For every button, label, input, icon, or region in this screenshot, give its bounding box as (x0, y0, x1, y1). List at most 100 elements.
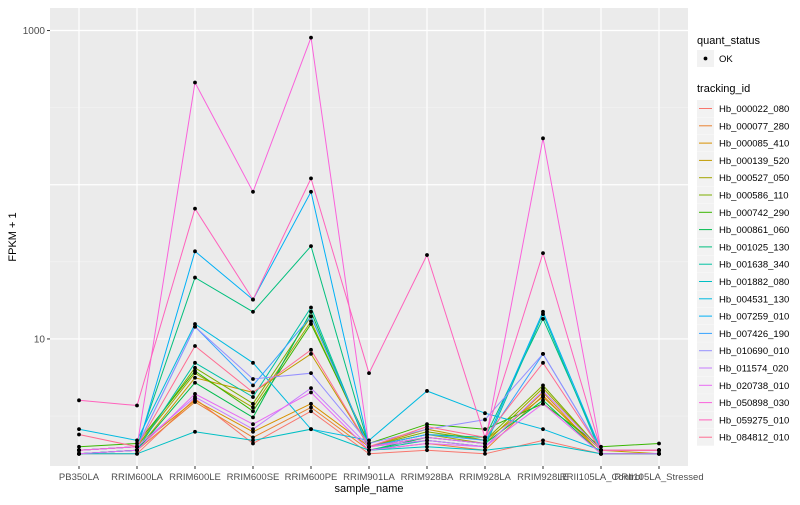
data-point (367, 444, 371, 449)
data-point (541, 309, 545, 314)
data-points (77, 35, 661, 456)
data-point (251, 438, 255, 443)
data-point (425, 432, 429, 437)
legend-item-label: Hb_001638_340 (719, 260, 789, 271)
data-point (193, 392, 197, 396)
data-point (251, 427, 255, 432)
x-tick-label: RRII105LA_Stressed (614, 472, 703, 483)
data-point (425, 389, 429, 393)
data-point (367, 451, 371, 456)
legend-item-label: Hb_059275_010 (719, 415, 789, 426)
x-tick-label: RRIM928BA (401, 472, 454, 483)
data-point (599, 448, 603, 453)
data-point (135, 448, 139, 453)
data-point (657, 448, 661, 453)
data-point (483, 444, 487, 449)
data-point (193, 275, 197, 280)
data-point (541, 316, 545, 321)
data-point (541, 427, 545, 432)
data-point (483, 427, 487, 432)
data-point (251, 395, 255, 399)
data-point (483, 438, 487, 443)
y-tick-label: 1000 (23, 26, 46, 37)
data-point (193, 322, 197, 326)
data-point (483, 411, 487, 416)
data-point (541, 401, 545, 406)
x-tick-label: RRIM600LA (111, 472, 163, 483)
data-point (251, 377, 255, 381)
legend-item-label: Hb_020738_010 (719, 381, 789, 392)
x-tick-label: RRII105LA_Control (560, 472, 642, 483)
data-point (251, 383, 255, 388)
data-point (309, 386, 313, 391)
x-tick-label: RRIM928LA (459, 472, 511, 483)
data-point (425, 448, 429, 453)
data-point (541, 398, 545, 403)
x-tick-label: RRIM928LE (517, 472, 569, 483)
x-tick-label: PB350LA (59, 472, 100, 483)
data-point (77, 432, 81, 437)
data-point (251, 409, 255, 414)
data-point (251, 415, 255, 420)
legend-item-label: Hb_010690_010 (719, 346, 789, 357)
x-tick-label: RRIM600PE (285, 472, 338, 483)
data-point (425, 424, 429, 429)
data-point (309, 409, 313, 414)
data-point (309, 314, 313, 319)
data-point (367, 448, 371, 453)
data-point (309, 390, 313, 395)
data-point (541, 360, 545, 365)
data-point (77, 444, 81, 449)
data-point (309, 427, 313, 432)
data-point (541, 351, 545, 356)
data-point (541, 389, 545, 393)
legend-item-label: Hb_007426_190 (719, 329, 789, 340)
data-point (251, 390, 255, 395)
data-point (135, 441, 139, 446)
data-point (193, 375, 197, 380)
data-point (309, 405, 313, 410)
data-point (657, 451, 661, 456)
data-point (309, 244, 313, 249)
data-point (541, 395, 545, 399)
data-point (251, 422, 255, 427)
data-point (193, 369, 197, 373)
data-point (483, 417, 487, 422)
data-point (309, 309, 313, 314)
data-point (251, 297, 255, 302)
data-point (309, 347, 313, 352)
data-point (135, 451, 139, 456)
y-tick-label: 10 (34, 334, 46, 345)
data-point (251, 189, 255, 194)
data-point (193, 395, 197, 399)
data-point (541, 136, 545, 141)
data-point (135, 438, 139, 443)
data-point (309, 351, 313, 356)
data-point (657, 441, 661, 446)
data-point (541, 438, 545, 443)
data-point (309, 189, 313, 194)
data-point (309, 35, 313, 40)
data-point (367, 438, 371, 443)
y-axis-title: FPKM + 1 (7, 212, 19, 261)
data-point (193, 360, 197, 365)
data-point (309, 319, 313, 324)
legend-item-label: Hb_000085_410 (719, 139, 789, 150)
data-point (483, 435, 487, 440)
legend-item-label: Hb_050898_030 (719, 398, 789, 409)
data-point (367, 371, 371, 376)
data-point (599, 451, 603, 456)
data-point (425, 438, 429, 443)
data-point (251, 360, 255, 365)
data-point (309, 401, 313, 406)
legend-item-label: Hb_000742_290 (719, 208, 789, 219)
data-point (541, 251, 545, 256)
data-point (483, 451, 487, 456)
data-point (425, 444, 429, 449)
legend-item-label: Hb_001025_130 (719, 242, 789, 253)
data-point (541, 383, 545, 388)
data-point (77, 448, 81, 453)
data-point (483, 448, 487, 453)
data-point (425, 253, 429, 257)
data-point (367, 441, 371, 446)
